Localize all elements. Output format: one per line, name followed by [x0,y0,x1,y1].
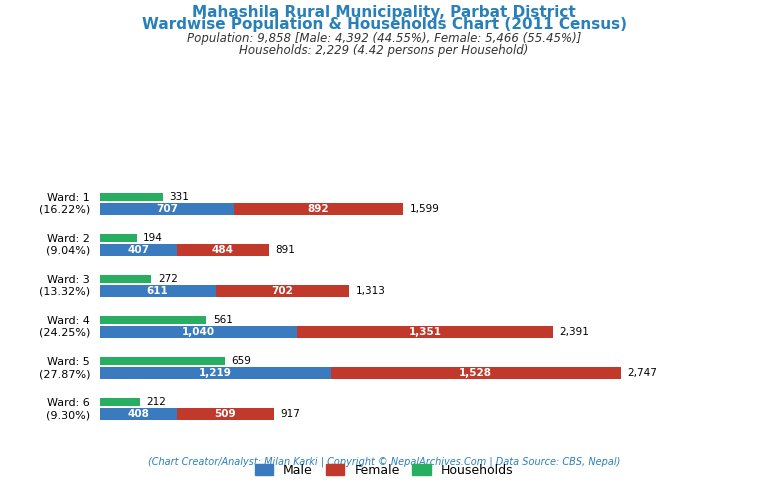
Bar [100,367,331,379]
Text: Mahashila Rural Municipality, Parbat District: Mahashila Rural Municipality, Parbat Dis… [192,5,576,20]
Text: 408: 408 [127,409,150,419]
Text: 2,391: 2,391 [560,327,590,337]
Text: 659: 659 [231,356,251,366]
Text: Population: 9,858 [Male: 4,392 (44.55%), Female: 5,466 (55.45%)]: Population: 9,858 [Male: 4,392 (44.55%),… [187,32,581,45]
Bar [100,398,140,406]
Text: 611: 611 [147,286,169,296]
Bar [100,234,137,242]
Text: 194: 194 [144,233,163,243]
Text: 331: 331 [169,192,189,202]
Bar [100,285,216,297]
Bar [100,203,233,215]
Bar [177,408,273,420]
Bar [100,408,177,420]
Text: 509: 509 [214,409,237,419]
Text: 1,351: 1,351 [409,327,442,337]
Bar [100,326,297,338]
Bar [177,244,269,256]
Text: 891: 891 [276,245,295,255]
Bar [233,203,403,215]
Bar [100,244,177,256]
Legend: Male, Female, Households: Male, Female, Households [250,459,518,482]
Text: Wardwise Population & Households Chart (2011 Census): Wardwise Population & Households Chart (… [141,17,627,32]
Text: 272: 272 [158,274,178,284]
Bar [100,317,206,324]
Text: 407: 407 [127,245,150,255]
Text: 561: 561 [213,315,233,325]
Text: 707: 707 [156,204,178,214]
Text: 917: 917 [280,409,300,419]
Text: 702: 702 [271,286,293,296]
Text: 1,313: 1,313 [356,286,386,296]
Text: 1,040: 1,040 [182,327,215,337]
Text: 892: 892 [307,204,329,214]
Text: 212: 212 [147,397,167,407]
Text: 2,747: 2,747 [627,368,657,378]
Bar [331,367,621,379]
Text: 484: 484 [212,245,233,255]
Bar [100,193,163,201]
Text: Households: 2,229 (4.42 persons per Household): Households: 2,229 (4.42 persons per Hous… [240,44,528,57]
Bar [100,275,151,282]
Text: 1,528: 1,528 [459,368,492,378]
Bar [216,285,349,297]
Bar [297,326,553,338]
Text: (Chart Creator/Analyst: Milan Karki | Copyright © NepalArchives.Com | Data Sourc: (Chart Creator/Analyst: Milan Karki | Co… [147,456,621,466]
Text: 1,599: 1,599 [409,204,439,214]
Text: 1,219: 1,219 [199,368,232,378]
Bar [100,357,225,365]
